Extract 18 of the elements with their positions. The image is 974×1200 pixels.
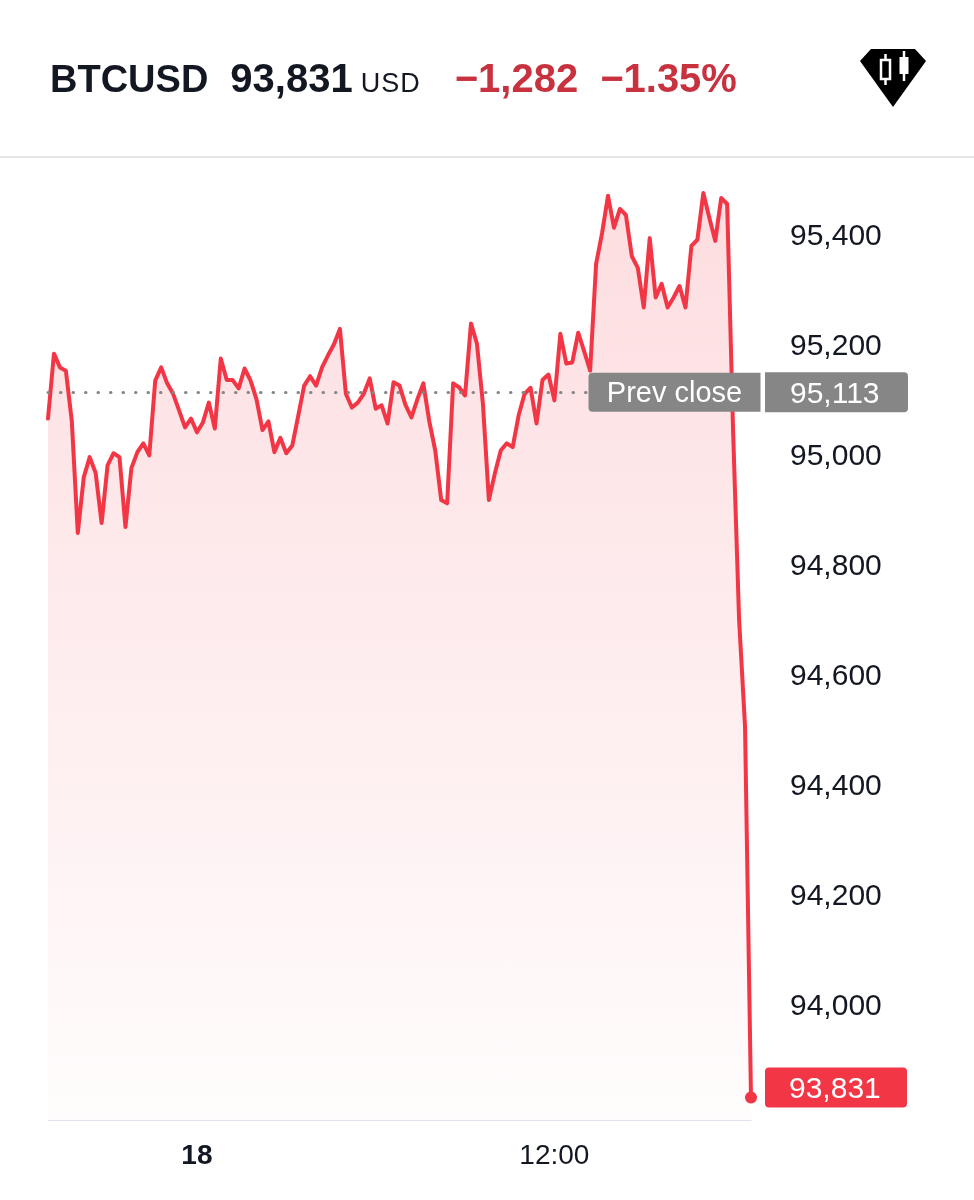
y-tick-label: 94,200 xyxy=(790,877,882,911)
text: 93,831 xyxy=(230,55,353,101)
y-tick-label: 95,200 xyxy=(790,327,882,361)
data-label: 93,831 xyxy=(789,1070,881,1104)
ref-line-label: Prev close xyxy=(606,376,743,409)
y-tick-label: 95,000 xyxy=(790,437,882,471)
y-tick-label: 95,113 xyxy=(790,375,880,409)
y-tick-label: 94,600 xyxy=(790,657,882,691)
y-tick-label: 94,400 xyxy=(790,767,882,801)
x-tick-label: 12:00 xyxy=(519,1138,590,1170)
x-tick-label: 18 xyxy=(181,1138,213,1170)
text: USD xyxy=(360,67,421,99)
text: −1.35% xyxy=(600,55,737,101)
text: −1,282 xyxy=(454,55,579,101)
y-tick-label: 94,000 xyxy=(790,987,882,1021)
y-tick-label: 95,400 xyxy=(790,217,882,251)
y-tick-label: 94,800 xyxy=(790,547,882,581)
chart-title: BTCUSD xyxy=(50,57,209,101)
